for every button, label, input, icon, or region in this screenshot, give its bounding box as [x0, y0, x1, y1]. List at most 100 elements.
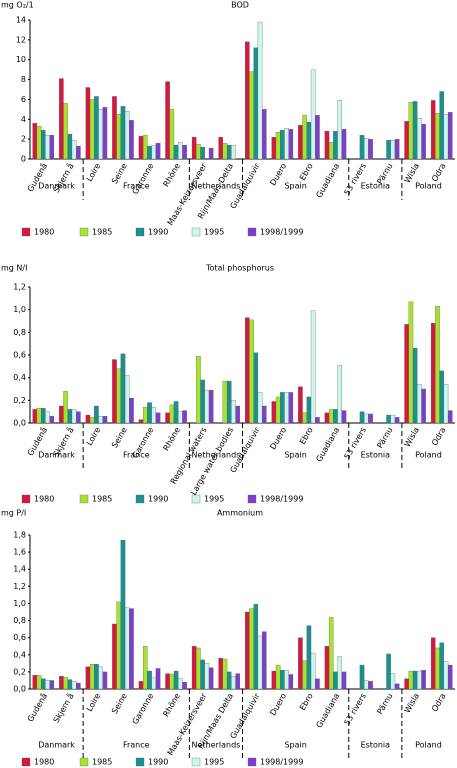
bar	[364, 413, 369, 424]
bar	[98, 666, 103, 690]
y-tick-label: 0,4	[13, 650, 26, 659]
bar	[306, 122, 312, 160]
bar	[249, 608, 254, 690]
bar	[218, 137, 223, 160]
bar	[45, 135, 50, 160]
y-tick-label: 6	[21, 95, 26, 104]
x-tick-label: Rhône	[161, 691, 182, 718]
bar	[430, 637, 436, 690]
bar	[63, 103, 68, 160]
legend-swatch	[247, 227, 257, 237]
chart-title: Total phosphorus	[205, 264, 274, 273]
bar	[253, 604, 259, 690]
bar	[196, 143, 201, 160]
y-tick-label: 0,6	[13, 633, 26, 642]
bar	[102, 107, 108, 160]
group-label: Poland	[415, 182, 442, 191]
legend-label: 1998/1999	[260, 758, 303, 767]
bar	[208, 389, 214, 424]
bar	[310, 69, 316, 160]
bar	[36, 408, 42, 424]
bar	[138, 419, 144, 424]
bar	[337, 656, 342, 690]
group-label: Estonia	[361, 182, 391, 191]
bar	[245, 317, 250, 424]
bar	[143, 646, 148, 690]
bar	[102, 416, 108, 424]
y-tick-label: 0	[21, 155, 26, 164]
bar	[364, 680, 369, 690]
bar	[165, 412, 170, 424]
bar	[76, 682, 81, 690]
bar	[49, 135, 55, 160]
legend-swatch	[247, 494, 257, 504]
bar	[204, 663, 210, 690]
bar	[85, 87, 91, 160]
bar	[89, 417, 95, 424]
bar	[390, 673, 396, 690]
x-tick-label: Garonne	[131, 692, 156, 726]
bar	[235, 405, 240, 424]
bar	[394, 417, 400, 424]
legend-label: 1998/1999	[260, 495, 303, 504]
legend-label: 1995	[204, 228, 224, 237]
legend-label: 1980	[34, 758, 54, 767]
bar	[120, 353, 126, 424]
bar	[231, 400, 236, 424]
bar	[435, 113, 440, 160]
y-axis-label: mg O₂/1	[1, 1, 34, 10]
bar	[120, 106, 126, 160]
group-label: Spain	[284, 741, 306, 750]
bar	[298, 386, 303, 424]
x-tick-label: Garonne	[131, 162, 156, 196]
y-tick-label: 0,2	[13, 396, 26, 405]
bar	[63, 676, 68, 690]
bar	[337, 100, 342, 160]
bar	[94, 405, 99, 424]
bar	[394, 138, 400, 160]
bar	[76, 145, 81, 160]
x-tick-label: Skjern å	[51, 691, 76, 724]
bar	[143, 406, 148, 424]
bar	[394, 683, 400, 690]
group-label: Netherlands	[192, 741, 241, 750]
bar	[324, 131, 330, 160]
bar	[165, 673, 170, 690]
bar	[245, 41, 250, 160]
bar	[412, 101, 418, 160]
legend-swatch	[21, 227, 31, 237]
bar	[89, 99, 95, 160]
bar	[443, 114, 449, 160]
bar	[333, 131, 338, 160]
bar	[341, 129, 347, 160]
x-tick-label: Gudenå	[25, 691, 49, 723]
bar	[102, 671, 108, 690]
bar	[155, 142, 161, 160]
bar	[32, 409, 38, 424]
bar	[430, 100, 436, 160]
y-tick-label: 0,2	[13, 667, 26, 676]
bar	[412, 670, 418, 690]
group-label: France	[123, 741, 150, 750]
y-tick-label: 14	[16, 16, 26, 25]
bar	[306, 625, 312, 690]
bar	[298, 637, 303, 690]
bar	[359, 135, 365, 160]
bar	[116, 601, 121, 690]
bar	[85, 666, 91, 690]
bar	[257, 635, 263, 690]
x-tick-label: Ebro	[298, 426, 315, 446]
bar	[41, 130, 46, 160]
bar	[41, 678, 46, 690]
y-tick-label: 1,6	[13, 548, 26, 557]
bar	[245, 611, 250, 690]
bar	[421, 670, 426, 690]
bar	[178, 411, 183, 424]
bar	[288, 392, 294, 424]
group-label: France	[123, 182, 150, 191]
y-tick-label: 0,8	[13, 616, 26, 625]
bar	[36, 126, 42, 160]
bar	[169, 109, 175, 160]
bar	[45, 680, 50, 690]
bar	[218, 658, 223, 690]
